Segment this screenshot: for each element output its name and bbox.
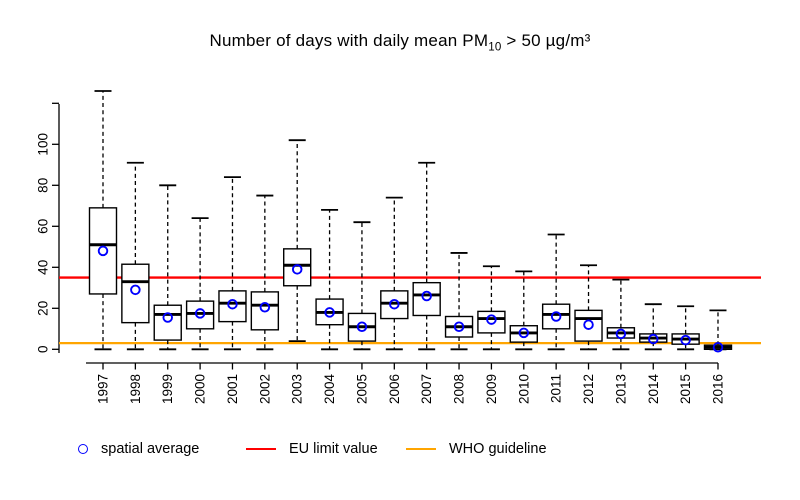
- legend-item-who-guideline: WHO guideline: [406, 441, 547, 457]
- mean-marker-1997: [97, 245, 109, 257]
- x-tick-label: 1999: [160, 374, 175, 404]
- box-2003: [283, 248, 312, 287]
- mean-marker-2000: [194, 308, 206, 319]
- y-tick-label: 20: [36, 301, 51, 316]
- box-2009: [477, 310, 506, 334]
- x-tick-label: 2005: [354, 374, 369, 404]
- y-tick-label: 0: [36, 346, 51, 354]
- legend-item-eu-limit: EU limit value: [246, 441, 378, 457]
- legend-label: WHO guideline: [449, 441, 547, 457]
- mean-marker-2015: [680, 334, 691, 346]
- mean-marker-2003: [291, 264, 303, 275]
- box-2006: [380, 290, 409, 320]
- mean-marker-2004: [324, 307, 335, 318]
- x-tick-label: 2013: [613, 374, 628, 404]
- box-2000: [185, 300, 215, 330]
- box-2007: [412, 281, 441, 317]
- mean-marker-2007: [421, 290, 432, 302]
- x-tick-label: 2003: [290, 374, 305, 404]
- x-tick-label: 2015: [678, 374, 693, 404]
- x-tick-label: 2002: [257, 374, 272, 404]
- mean-marker-2016: [712, 342, 724, 353]
- box-2012: [574, 309, 603, 342]
- x-tick-label: 1998: [128, 374, 143, 404]
- x-tick-label: 2000: [193, 374, 208, 404]
- box-2001: [218, 290, 247, 323]
- x-tick-label: 2014: [646, 374, 661, 405]
- x-tick-label: 2004: [322, 374, 337, 405]
- y-tick-label: 100: [36, 133, 51, 156]
- title-part1: Number of days with daily mean PM: [209, 31, 489, 50]
- x-tick-label: 2011: [549, 374, 564, 403]
- mean-marker-2010: [518, 327, 530, 339]
- mean-marker-2002: [259, 302, 271, 313]
- open-circle-icon: [78, 444, 88, 454]
- title-subscript: 10: [488, 41, 502, 54]
- chart-title: Number of days with daily mean PM10 > 50…: [0, 31, 800, 53]
- mean-marker-2005: [356, 321, 368, 333]
- mean-marker-2008: [453, 321, 465, 333]
- x-tick-label: 2016: [710, 374, 725, 404]
- mean-marker-2012: [583, 319, 594, 330]
- x-tick-label: 2001: [225, 374, 240, 404]
- x-tick-label: 2010: [516, 374, 531, 404]
- x-tick-label: 2012: [581, 374, 596, 404]
- legend-item-spatial-average: spatial average: [78, 441, 199, 457]
- legend-label: spatial average: [101, 441, 200, 457]
- mean-marker-2011: [550, 311, 562, 322]
- red-line-icon: [246, 448, 276, 450]
- x-tick-label: 2007: [419, 374, 434, 404]
- box-1999: [153, 304, 182, 341]
- box-1997: [88, 207, 118, 295]
- mean-marker-2013: [615, 328, 627, 340]
- title-part2: > 50 µg/m³: [501, 31, 591, 50]
- mean-marker-2014: [648, 333, 659, 345]
- y-tick-label: 80: [36, 178, 51, 193]
- x-tick-label: 2009: [484, 374, 499, 404]
- mean-marker-1998: [130, 284, 141, 296]
- box-2011: [541, 303, 571, 330]
- mean-marker-2009: [486, 314, 497, 325]
- mean-marker-1999: [162, 312, 173, 323]
- x-tick-label: 1997: [96, 374, 111, 404]
- y-tick-label: 60: [36, 219, 51, 234]
- x-tick-label: 2006: [387, 374, 402, 404]
- orange-line-icon: [406, 448, 436, 450]
- x-tick-label: 2008: [452, 374, 467, 404]
- legend-label: EU limit value: [289, 441, 378, 457]
- mean-marker-2001: [227, 298, 238, 310]
- mean-marker-2006: [389, 298, 400, 310]
- y-tick-label: 40: [36, 260, 51, 275]
